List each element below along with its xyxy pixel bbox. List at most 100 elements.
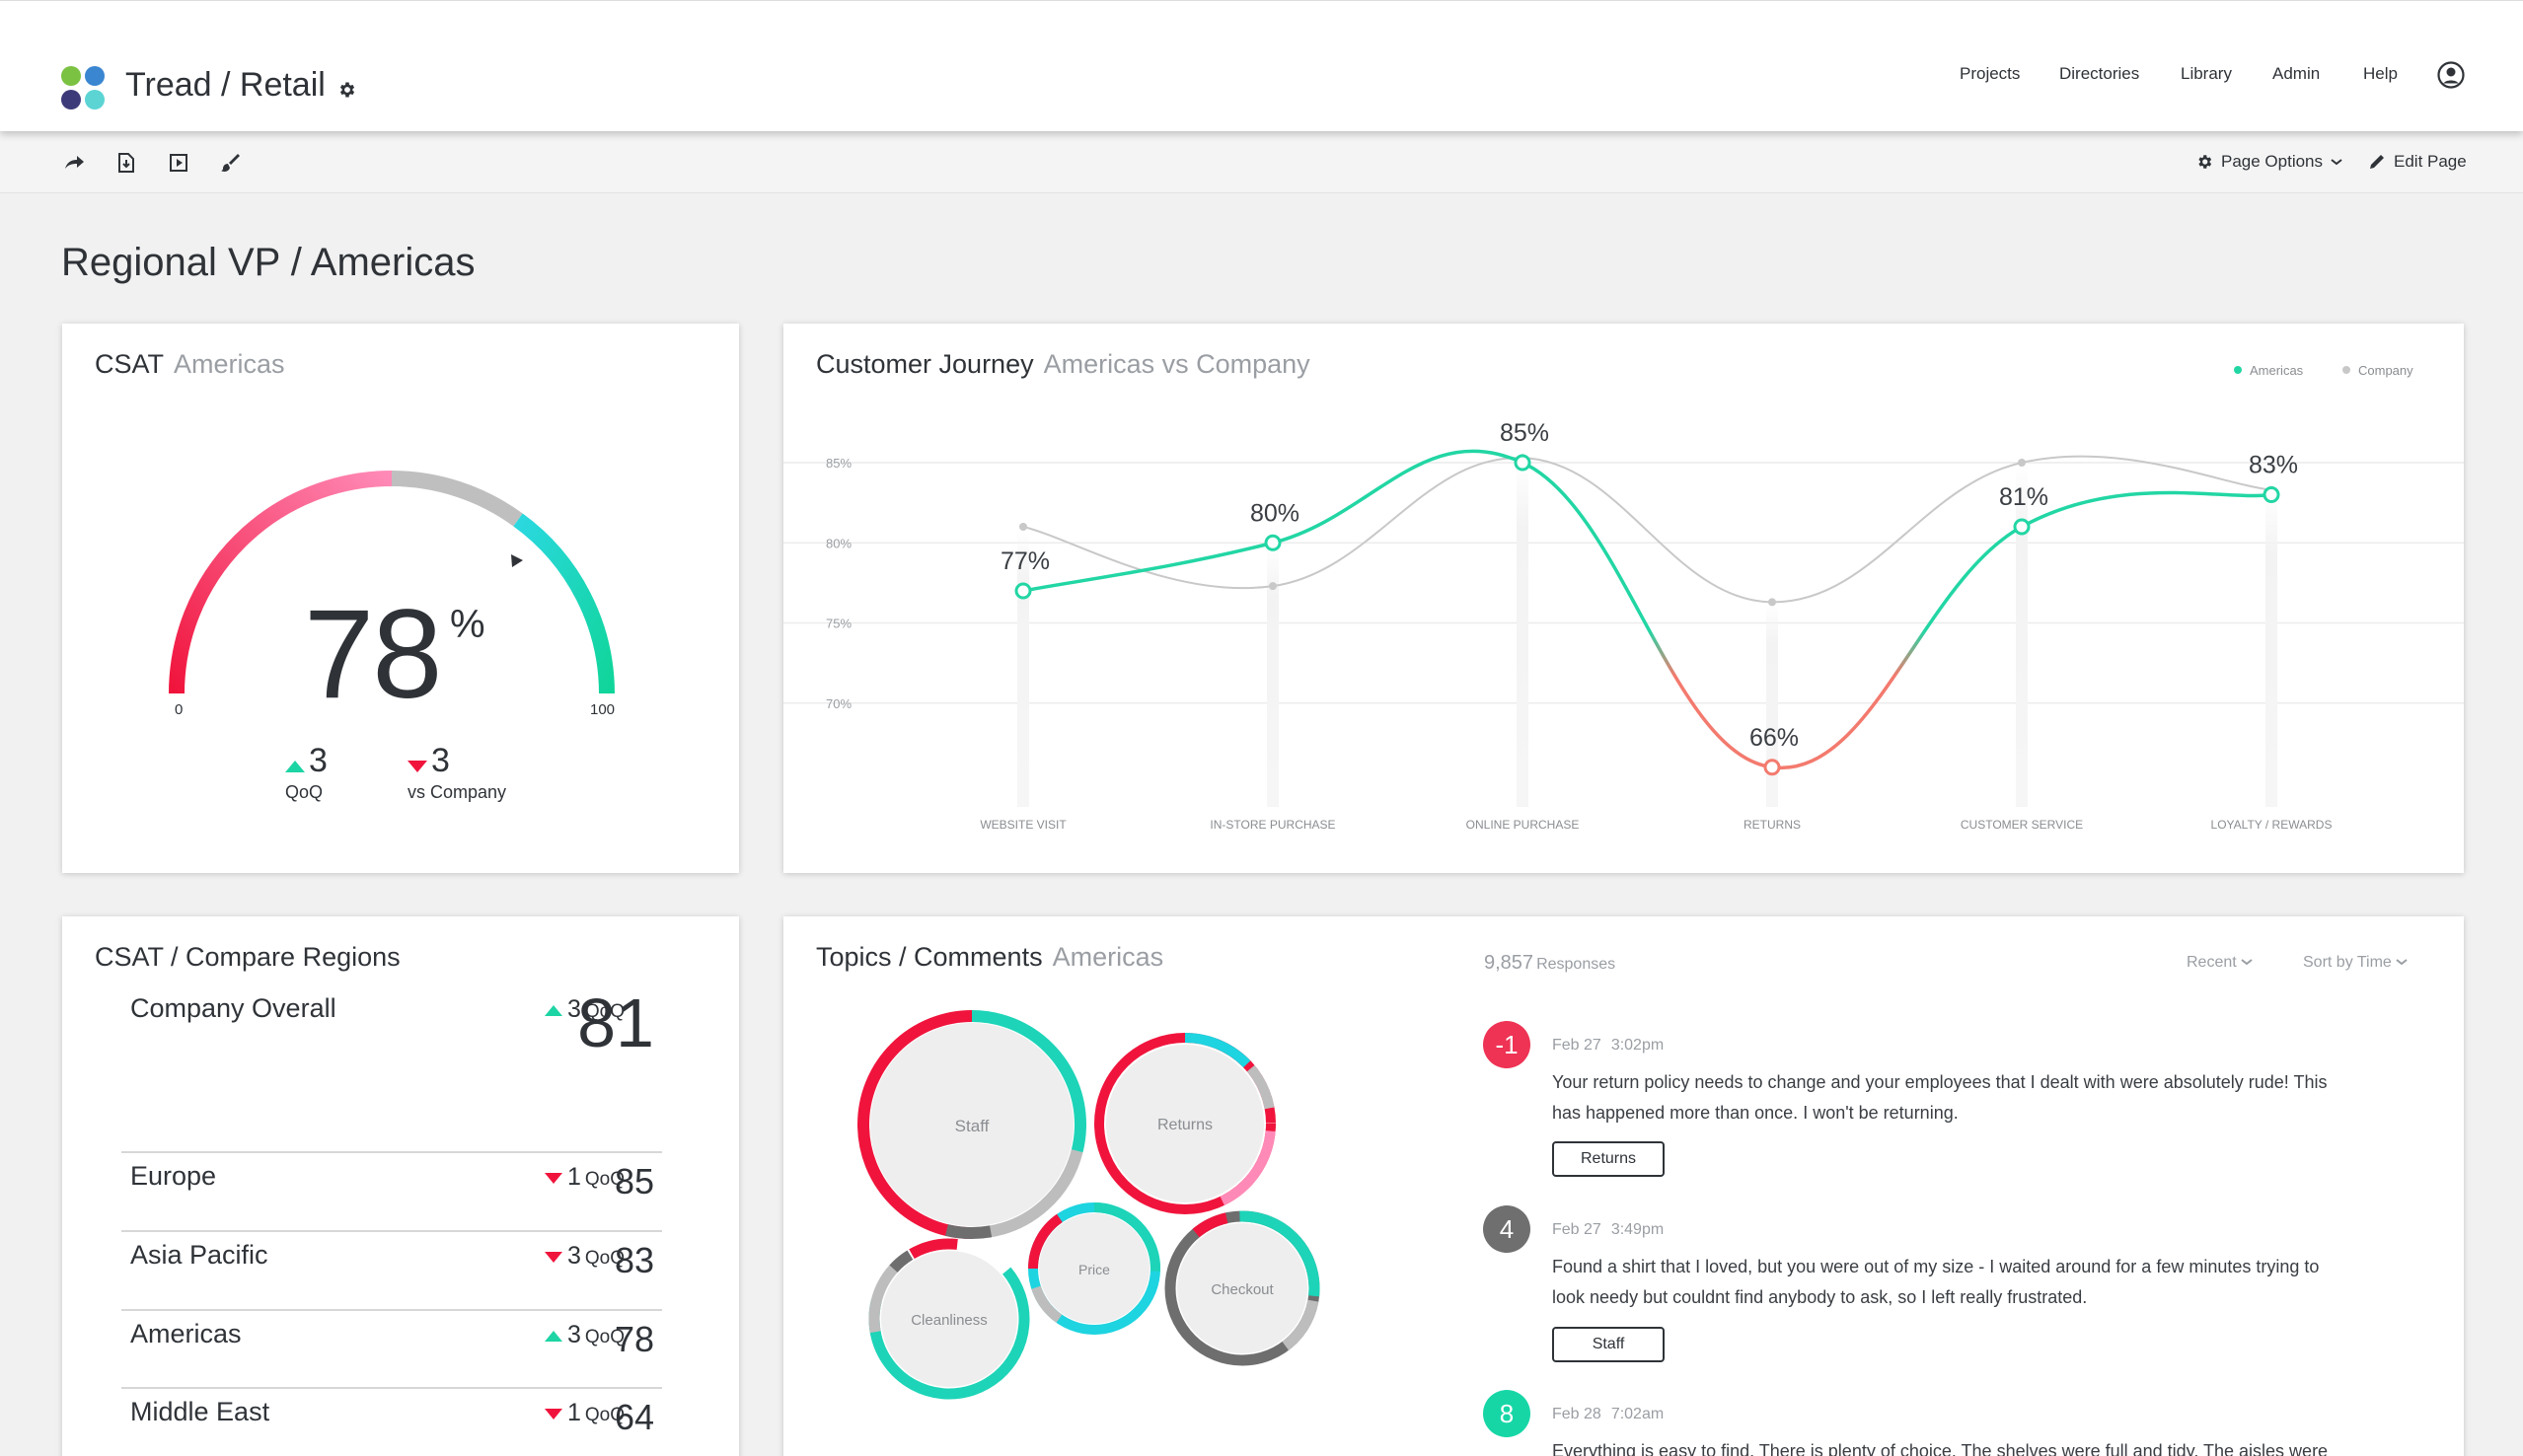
region-change-value: 3 [567,1242,581,1270]
bubble-staff-label: Staff [955,1117,990,1135]
sort-by-time-dropdown[interactable]: Sort by Time [2303,954,2408,972]
region-change-label: QoQ [584,1327,626,1347]
region-change: 3 QoQ [567,1242,625,1271]
user-account-icon[interactable] [2437,61,2465,89]
americas-point [1763,759,1781,776]
region-row[interactable]: Europe 1 QoQ 85 [121,1151,662,1230]
region-change-label: QoQ [584,1248,626,1269]
recent-filter-dropdown[interactable]: Recent [2187,954,2253,972]
nav-directories[interactable]: Directories [2059,64,2140,83]
vs-company-label: vs Company [408,782,507,802]
csat-score-unit: % [450,603,485,646]
customer-journey-card: Customer Journey Americas vs Company 85% 8… [783,324,2464,873]
company-point [1768,598,1776,607]
region-change: 3 QoQ [567,995,625,1024]
legend-americas-swatch [2234,366,2242,374]
region-name: Americas [130,1319,242,1348]
region-row[interactable]: Middle East 1 QoQ 64 [121,1387,662,1456]
present-icon[interactable] [168,152,189,174]
region-score: 81 [577,984,654,1061]
app-logo-icon[interactable] [61,66,107,111]
share-icon[interactable] [63,152,85,174]
region-row[interactable]: Asia Pacific 3 QoQ 83 [121,1230,662,1309]
comment-score-badge: 8 [1483,1390,1530,1437]
nav-projects[interactable]: Projects [1960,64,2021,83]
data-label: 85% [1500,419,1549,447]
app-title[interactable]: Tread / Retail [125,66,326,104]
down-arrow-icon [545,1409,562,1420]
bubble-returns-label: Returns [1157,1117,1213,1133]
x-tick-label: WEBSITE VISIT [980,818,1067,832]
legend-americas-label: Americas [2250,363,2304,378]
bubble-cleanliness[interactable]: Cleanliness [844,1213,1056,1425]
data-label: 81% [1999,483,2048,511]
journey-subtitle: Americas vs Company [1043,349,1310,379]
customer-journey-chart: 85% 80% 75% 70% WEBSITE VISIT IN-STORE PURCHA… [783,363,2464,832]
comment-tag-button[interactable]: Returns [1552,1141,1665,1177]
comment-text-line: look needy but couldnt find anybody to a… [1552,1287,2088,1307]
bubble-checkout[interactable]: Checkout [1141,1187,1344,1390]
sort-by-time-label: Sort by Time [2303,954,2392,971]
series-line-company [1022,455,2272,604]
region-name: Company Overall [130,993,336,1023]
page-options-dropdown[interactable]: Page Options [2195,152,2342,172]
americas-point [1514,454,1531,472]
page-toolbar: Page Options Edit Page [0,132,2523,193]
pencil-icon [2370,155,2384,169]
bubble-returns[interactable]: Returns [1064,1002,1305,1244]
nav-library[interactable]: Library [2181,64,2232,83]
comment-date: Feb 28 7:02am [1552,1406,1664,1423]
comment-score-badge: 4 [1483,1205,1530,1253]
export-document-icon[interactable] [115,152,137,174]
down-arrow-icon [545,1252,562,1263]
region-score: 78 [614,1319,654,1359]
brush-icon[interactable] [219,152,241,174]
chevron-down-icon [2241,959,2253,966]
up-arrow-icon [545,1331,562,1342]
region-name: Europe [130,1161,217,1191]
comment-date: Feb 27 3:02pm [1552,1037,1664,1055]
region-row[interactable]: Company Overall 3 QoQ 81 [121,983,662,1151]
gauge-arc-low [169,471,393,694]
comment-date-day: Feb 27 [1552,1221,1601,1238]
bubble-price-label: Price [1078,1262,1110,1277]
region-change-value: 1 [567,1163,581,1191]
legend-company-label: Company [2358,363,2413,378]
nav-admin[interactable]: Admin [2272,64,2321,83]
settings-gear-icon[interactable] [337,80,357,100]
qoq-label: QoQ [285,782,324,802]
data-label: 83% [2249,452,2298,479]
response-count: 9,857 Responses [1484,952,1615,975]
bubble-checkout-label: Checkout [1211,1281,1274,1298]
americas-point [2013,518,2031,536]
chevron-down-icon [2331,159,2342,166]
page-options-label: Page Options [2221,152,2324,171]
region-score: 64 [614,1397,654,1437]
page-options-gear-icon [2198,155,2212,169]
edit-page-button[interactable]: Edit Page [2368,152,2467,172]
qoq-value: 3 [309,742,328,779]
column-band [1766,602,1778,807]
comment-date-time: 7:02am [1610,1406,1665,1422]
region-row[interactable]: Americas 3 QoQ 78 [121,1309,662,1388]
column-band [2265,489,2277,807]
comment-text: Your return policy needs to change and y… [1552,1067,2361,1128]
region-change-value: 3 [567,1321,581,1348]
vs-company-value: 3 [431,742,450,779]
top-bar: Tread / Retail Projects Directories Libr… [0,0,2523,131]
topics-title: Topics / Comments [816,942,1043,972]
nav-help[interactable]: Help [2363,64,2398,83]
company-point [2018,459,2026,467]
gauge-pointer-icon [511,554,523,567]
y-tick-label: 85% [826,456,852,471]
x-tick-label: LOYALTY / REWARDS [2211,818,2333,832]
comment-tag-button[interactable]: Staff [1552,1327,1665,1362]
compare-regions-card: CSAT / Compare Regions Company Overall 3 Q… [62,916,739,1456]
comment-text-line: Found a shirt that I loved, but you were… [1552,1257,2320,1276]
comment-date-time: 3:02pm [1610,1037,1665,1054]
comment-date-day: Feb 27 [1552,1037,1601,1054]
recent-filter-label: Recent [2187,954,2237,971]
bubble-staff[interactable]: Staff [841,993,1104,1257]
bubble-price[interactable]: Price [1009,1184,1180,1354]
comment-text-line: Your return policy needs to change and y… [1552,1072,2328,1092]
